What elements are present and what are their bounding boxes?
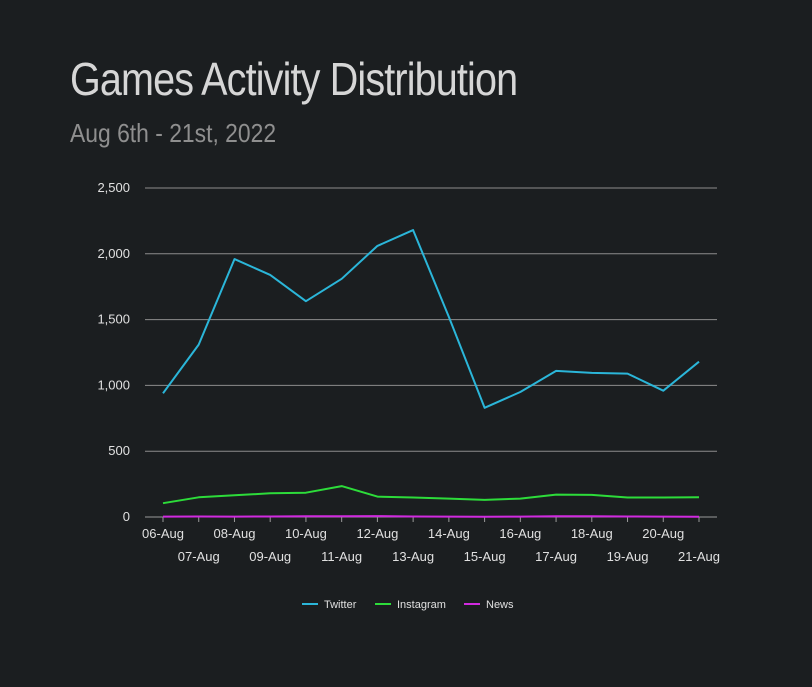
x-tick-label: 13-Aug	[392, 549, 434, 564]
series-line-instagram	[162, 485, 700, 505]
x-tick-label: 09-Aug	[249, 549, 291, 564]
x-tick-label: 20-Aug	[642, 526, 684, 541]
y-tick-label: 2,000	[97, 246, 130, 261]
x-tick-label: 07-Aug	[178, 549, 220, 564]
series-line-news	[162, 515, 700, 518]
x-tick-label: 06-Aug	[142, 526, 184, 541]
x-tick-label: 10-Aug	[285, 526, 327, 541]
legend-label: News	[486, 599, 514, 611]
x-tick-label: 18-Aug	[571, 526, 613, 541]
legend-label: Instagram	[397, 599, 446, 611]
chart-title: Games Activity Distribution	[70, 53, 518, 105]
legend-label: Twitter	[324, 599, 357, 611]
y-tick-label: 0	[123, 509, 130, 524]
y-tick-label: 2,500	[97, 180, 130, 195]
x-tick-label: 21-Aug	[678, 549, 720, 564]
chart-subtitle: Aug 6th - 21st, 2022	[70, 118, 277, 148]
x-tick-label: 11-Aug	[321, 549, 362, 564]
x-tick-label: 15-Aug	[464, 549, 506, 564]
x-tick-label: 17-Aug	[535, 549, 577, 564]
x-tick-label: 14-Aug	[428, 526, 470, 541]
series-line-twitter	[162, 229, 700, 409]
x-tick-label: 16-Aug	[499, 526, 541, 541]
x-tick-label: 12-Aug	[356, 526, 398, 541]
y-tick-label: 1,500	[97, 312, 130, 327]
x-tick-label: 19-Aug	[607, 549, 649, 564]
x-tick-label: 08-Aug	[214, 526, 256, 541]
y-tick-label: 500	[108, 443, 130, 458]
y-tick-label: 1,000	[97, 377, 130, 392]
